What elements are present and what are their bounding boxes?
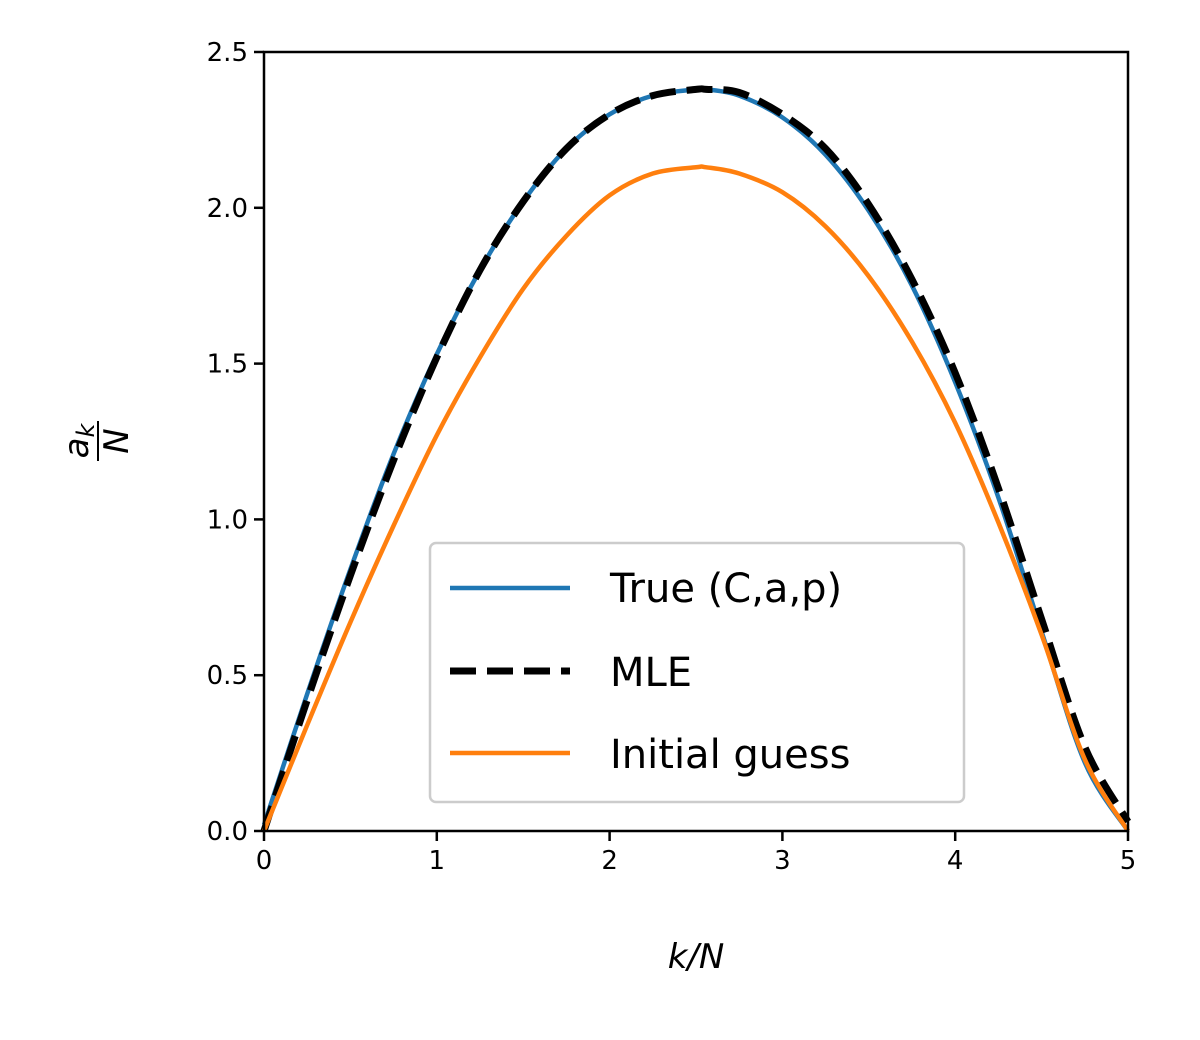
y-tick-label: 1.5 (207, 350, 248, 380)
x-axis-label: k/N (668, 937, 725, 977)
legend-label-mle: MLE (610, 650, 692, 696)
legend: True (C,a,p) MLE Initial guess (428, 541, 966, 804)
y-tick-label: 0.0 (207, 817, 248, 847)
x-tick-label: 0 (256, 846, 273, 876)
x-tick-label: 1 (429, 846, 446, 876)
plot-area (260, 85, 1132, 833)
plot-frame (262, 50, 1130, 833)
x-axis: 0 1 2 3 4 5 (256, 831, 1137, 876)
y-axis: 0.0 0.5 1.0 1.5 2.0 2.5 (207, 38, 264, 847)
legend-label-true: True (C,a,p) (609, 566, 842, 612)
x-tick-label: 2 (601, 846, 618, 876)
legend-box (428, 541, 966, 804)
x-tick-label: 5 (1120, 846, 1137, 876)
legend-label-initial: Initial guess (610, 732, 850, 778)
x-tick-label: 3 (774, 846, 791, 876)
y-tick-label: 0.5 (207, 661, 248, 691)
y-axis-label-denominator: N (97, 428, 137, 453)
y-tick-label: 2.0 (207, 194, 248, 224)
y-axis-label-numerator: ak (57, 423, 100, 459)
series-line-mle (260, 85, 1132, 833)
y-tick-label: 1.0 (207, 505, 248, 535)
y-tick-label: 2.5 (207, 38, 248, 68)
y-axis-label: ak N (57, 421, 137, 461)
x-tick-label: 4 (947, 846, 964, 876)
series-line-initial (261, 164, 1130, 833)
